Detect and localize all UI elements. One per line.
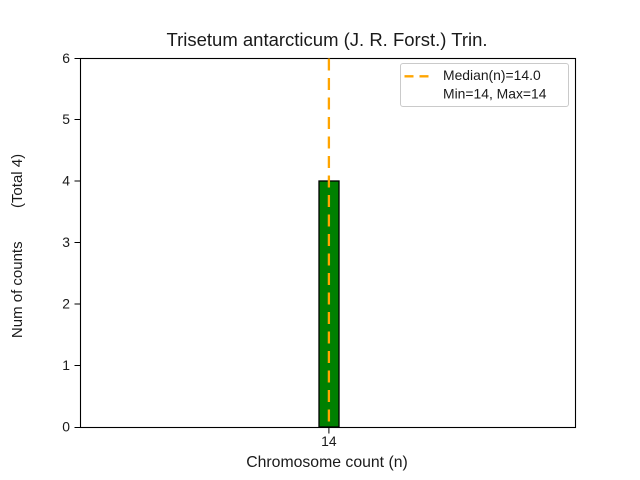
svg-text:3: 3 [62,234,70,250]
svg-text:2: 2 [62,296,70,312]
svg-text:4: 4 [62,173,70,189]
svg-text:1: 1 [62,357,70,373]
svg-text:Num of counts (Total 4): Num of counts (Total 4) [9,154,26,338]
svg-text:Chromosome count (n): Chromosome count (n) [246,454,408,471]
svg-text:Median(n)=14.0: Median(n)=14.0 [443,67,541,83]
svg-text:6: 6 [62,50,70,66]
svg-text:Trisetum antarcticum (J. R. Fo: Trisetum antarcticum (J. R. Forst.) Trin… [166,29,487,50]
svg-text:Min=14, Max=14: Min=14, Max=14 [443,86,547,102]
svg-text:14: 14 [321,433,337,449]
svg-text:5: 5 [62,111,70,127]
svg-text:0: 0 [62,419,70,435]
